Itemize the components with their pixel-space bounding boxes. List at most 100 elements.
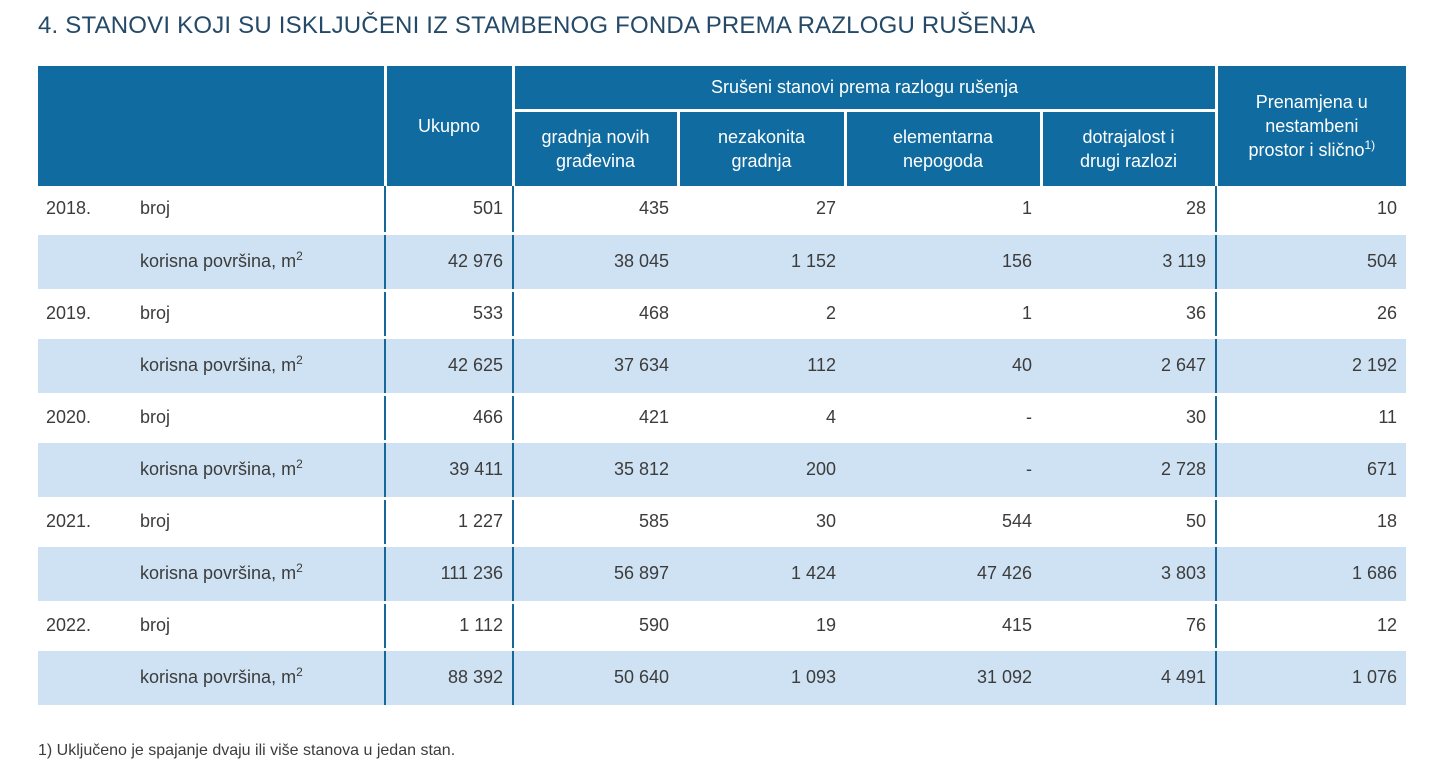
row-label: korisna površina, m2	[138, 337, 386, 396]
value-cell: 42 976	[385, 233, 514, 292]
value-cell: 38 045	[513, 233, 678, 292]
year-cell	[38, 545, 138, 604]
dwellings-demolition-table: Ukupno Srušeni stanovi prema razlogu ruš…	[38, 66, 1407, 708]
value-cell: 1 227	[385, 498, 514, 547]
value-cell: 200	[678, 441, 845, 500]
value-cell: 466	[385, 394, 514, 443]
value-cell: 111 236	[385, 545, 514, 604]
value-cell: -	[845, 394, 1041, 443]
value-cell: 18	[1216, 498, 1407, 547]
value-cell: -	[845, 441, 1041, 500]
value-cell: 468	[513, 290, 678, 339]
row-label: broj	[138, 602, 386, 651]
table-header: Ukupno Srušeni stanovi prema razlogu ruš…	[38, 66, 1407, 186]
value-cell: 1	[845, 186, 1041, 235]
year-cell: 2020.	[38, 394, 138, 443]
header-sub-dotrajalost: dotrajalost i drugi razlozi	[1041, 110, 1218, 186]
row-label: korisna površina, m2	[138, 649, 386, 708]
value-cell: 2 728	[1041, 441, 1218, 500]
value-cell: 3 803	[1041, 545, 1218, 604]
value-cell: 3 119	[1041, 233, 1218, 292]
value-cell: 19	[678, 602, 845, 651]
value-cell: 156	[845, 233, 1041, 292]
table-row: korisna površina, m2 111 236 56 897 1 42…	[38, 545, 1407, 604]
value-cell: 421	[513, 394, 678, 443]
value-cell: 504	[1216, 233, 1407, 292]
value-cell: 4	[678, 394, 845, 443]
value-cell: 435	[513, 186, 678, 235]
value-cell: 585	[513, 498, 678, 547]
header-sub-nezakonita: nezakonita gradnja	[678, 110, 847, 186]
year-cell: 2022.	[38, 602, 138, 651]
row-label: korisna površina, m2	[138, 441, 386, 500]
value-cell: 590	[513, 602, 678, 651]
table-row: korisna površina, m2 42 625 37 634 112 4…	[38, 337, 1407, 396]
value-cell: 1 686	[1216, 545, 1407, 604]
value-cell: 2 192	[1216, 337, 1407, 396]
value-cell: 1	[845, 290, 1041, 339]
header-row-group: Ukupno Srušeni stanovi prema razlogu ruš…	[38, 66, 1407, 186]
table-body: 2018. broj 501 435 27 1 28 10 korisna po…	[38, 186, 1407, 708]
value-cell: 42 625	[385, 337, 514, 396]
table-row: 2018. broj 501 435 27 1 28 10	[38, 186, 1407, 235]
row-label: broj	[138, 394, 386, 443]
page-title: 4. STANOVI KOJI SU ISKLJUČENI IZ STAMBEN…	[38, 12, 1036, 39]
header-group-srusen: Srušeni stanovi prema razlogu rušenja	[513, 66, 1218, 112]
row-label: broj	[138, 186, 386, 235]
value-cell: 76	[1041, 602, 1218, 651]
value-cell: 1 112	[385, 602, 514, 651]
table-row: korisna površina, m2 88 392 50 640 1 093…	[38, 649, 1407, 708]
value-cell: 11	[1216, 394, 1407, 443]
value-cell: 671	[1216, 441, 1407, 500]
value-cell: 30	[1041, 394, 1218, 443]
header-row-sub: gradnja novih građevina nezakonita gradn…	[38, 110, 1406, 186]
footnote: 1) Uključeno je spajanje dvaju ili više …	[38, 741, 456, 759]
year-cell: 2019.	[38, 290, 138, 339]
value-cell: 1 093	[678, 649, 845, 708]
row-label: korisna površina, m2	[138, 545, 386, 604]
table-row: korisna površina, m2 42 976 38 045 1 152…	[38, 233, 1407, 292]
row-label: korisna površina, m2	[138, 233, 386, 292]
table-row: 2022. broj 1 112 590 19 415 76 12	[38, 602, 1407, 651]
value-cell: 4 491	[1041, 649, 1218, 708]
year-cell	[38, 337, 138, 396]
table-row: 2021. broj 1 227 585 30 544 50 18	[38, 498, 1407, 547]
value-cell: 112	[678, 337, 845, 396]
year-cell	[38, 649, 138, 708]
value-cell: 1 152	[678, 233, 845, 292]
footnote-ref: 1)	[1364, 138, 1376, 152]
value-cell: 1 076	[1216, 649, 1407, 708]
value-cell: 12	[1216, 602, 1407, 651]
row-label: broj	[138, 290, 386, 339]
value-cell: 88 392	[385, 649, 514, 708]
value-cell: 30	[678, 498, 845, 547]
value-cell: 415	[845, 602, 1041, 651]
year-cell	[38, 233, 138, 292]
value-cell: 35 812	[513, 441, 678, 500]
value-cell: 40	[845, 337, 1041, 396]
value-cell: 31 092	[845, 649, 1041, 708]
value-cell: 47 426	[845, 545, 1041, 604]
table-row: 2019. broj 533 468 2 1 36 26	[38, 290, 1407, 339]
header-sub-gradnja: gradnja novih građevina	[513, 110, 680, 186]
value-cell: 2	[678, 290, 845, 339]
value-cell: 56 897	[513, 545, 678, 604]
value-cell: 501	[385, 186, 514, 235]
year-cell: 2021.	[38, 498, 138, 547]
value-cell: 39 411	[385, 441, 514, 500]
value-cell: 50 640	[513, 649, 678, 708]
year-cell: 2018.	[38, 186, 138, 235]
value-cell: 28	[1041, 186, 1218, 235]
table-row: korisna površina, m2 39 411 35 812 200 -…	[38, 441, 1407, 500]
value-cell: 533	[385, 290, 514, 339]
table-row: 2020. broj 466 421 4 - 30 11	[38, 394, 1407, 443]
value-cell: 27	[678, 186, 845, 235]
header-corner-cell	[38, 66, 387, 186]
value-cell: 37 634	[513, 337, 678, 396]
header-sub-elementarna: elementarna nepogoda	[845, 110, 1043, 186]
header-prenamjena: Prenamjena u nestambeni prostor i slično…	[1216, 66, 1407, 186]
row-label: broj	[138, 498, 386, 547]
value-cell: 544	[845, 498, 1041, 547]
header-ukupno: Ukupno	[385, 66, 515, 186]
